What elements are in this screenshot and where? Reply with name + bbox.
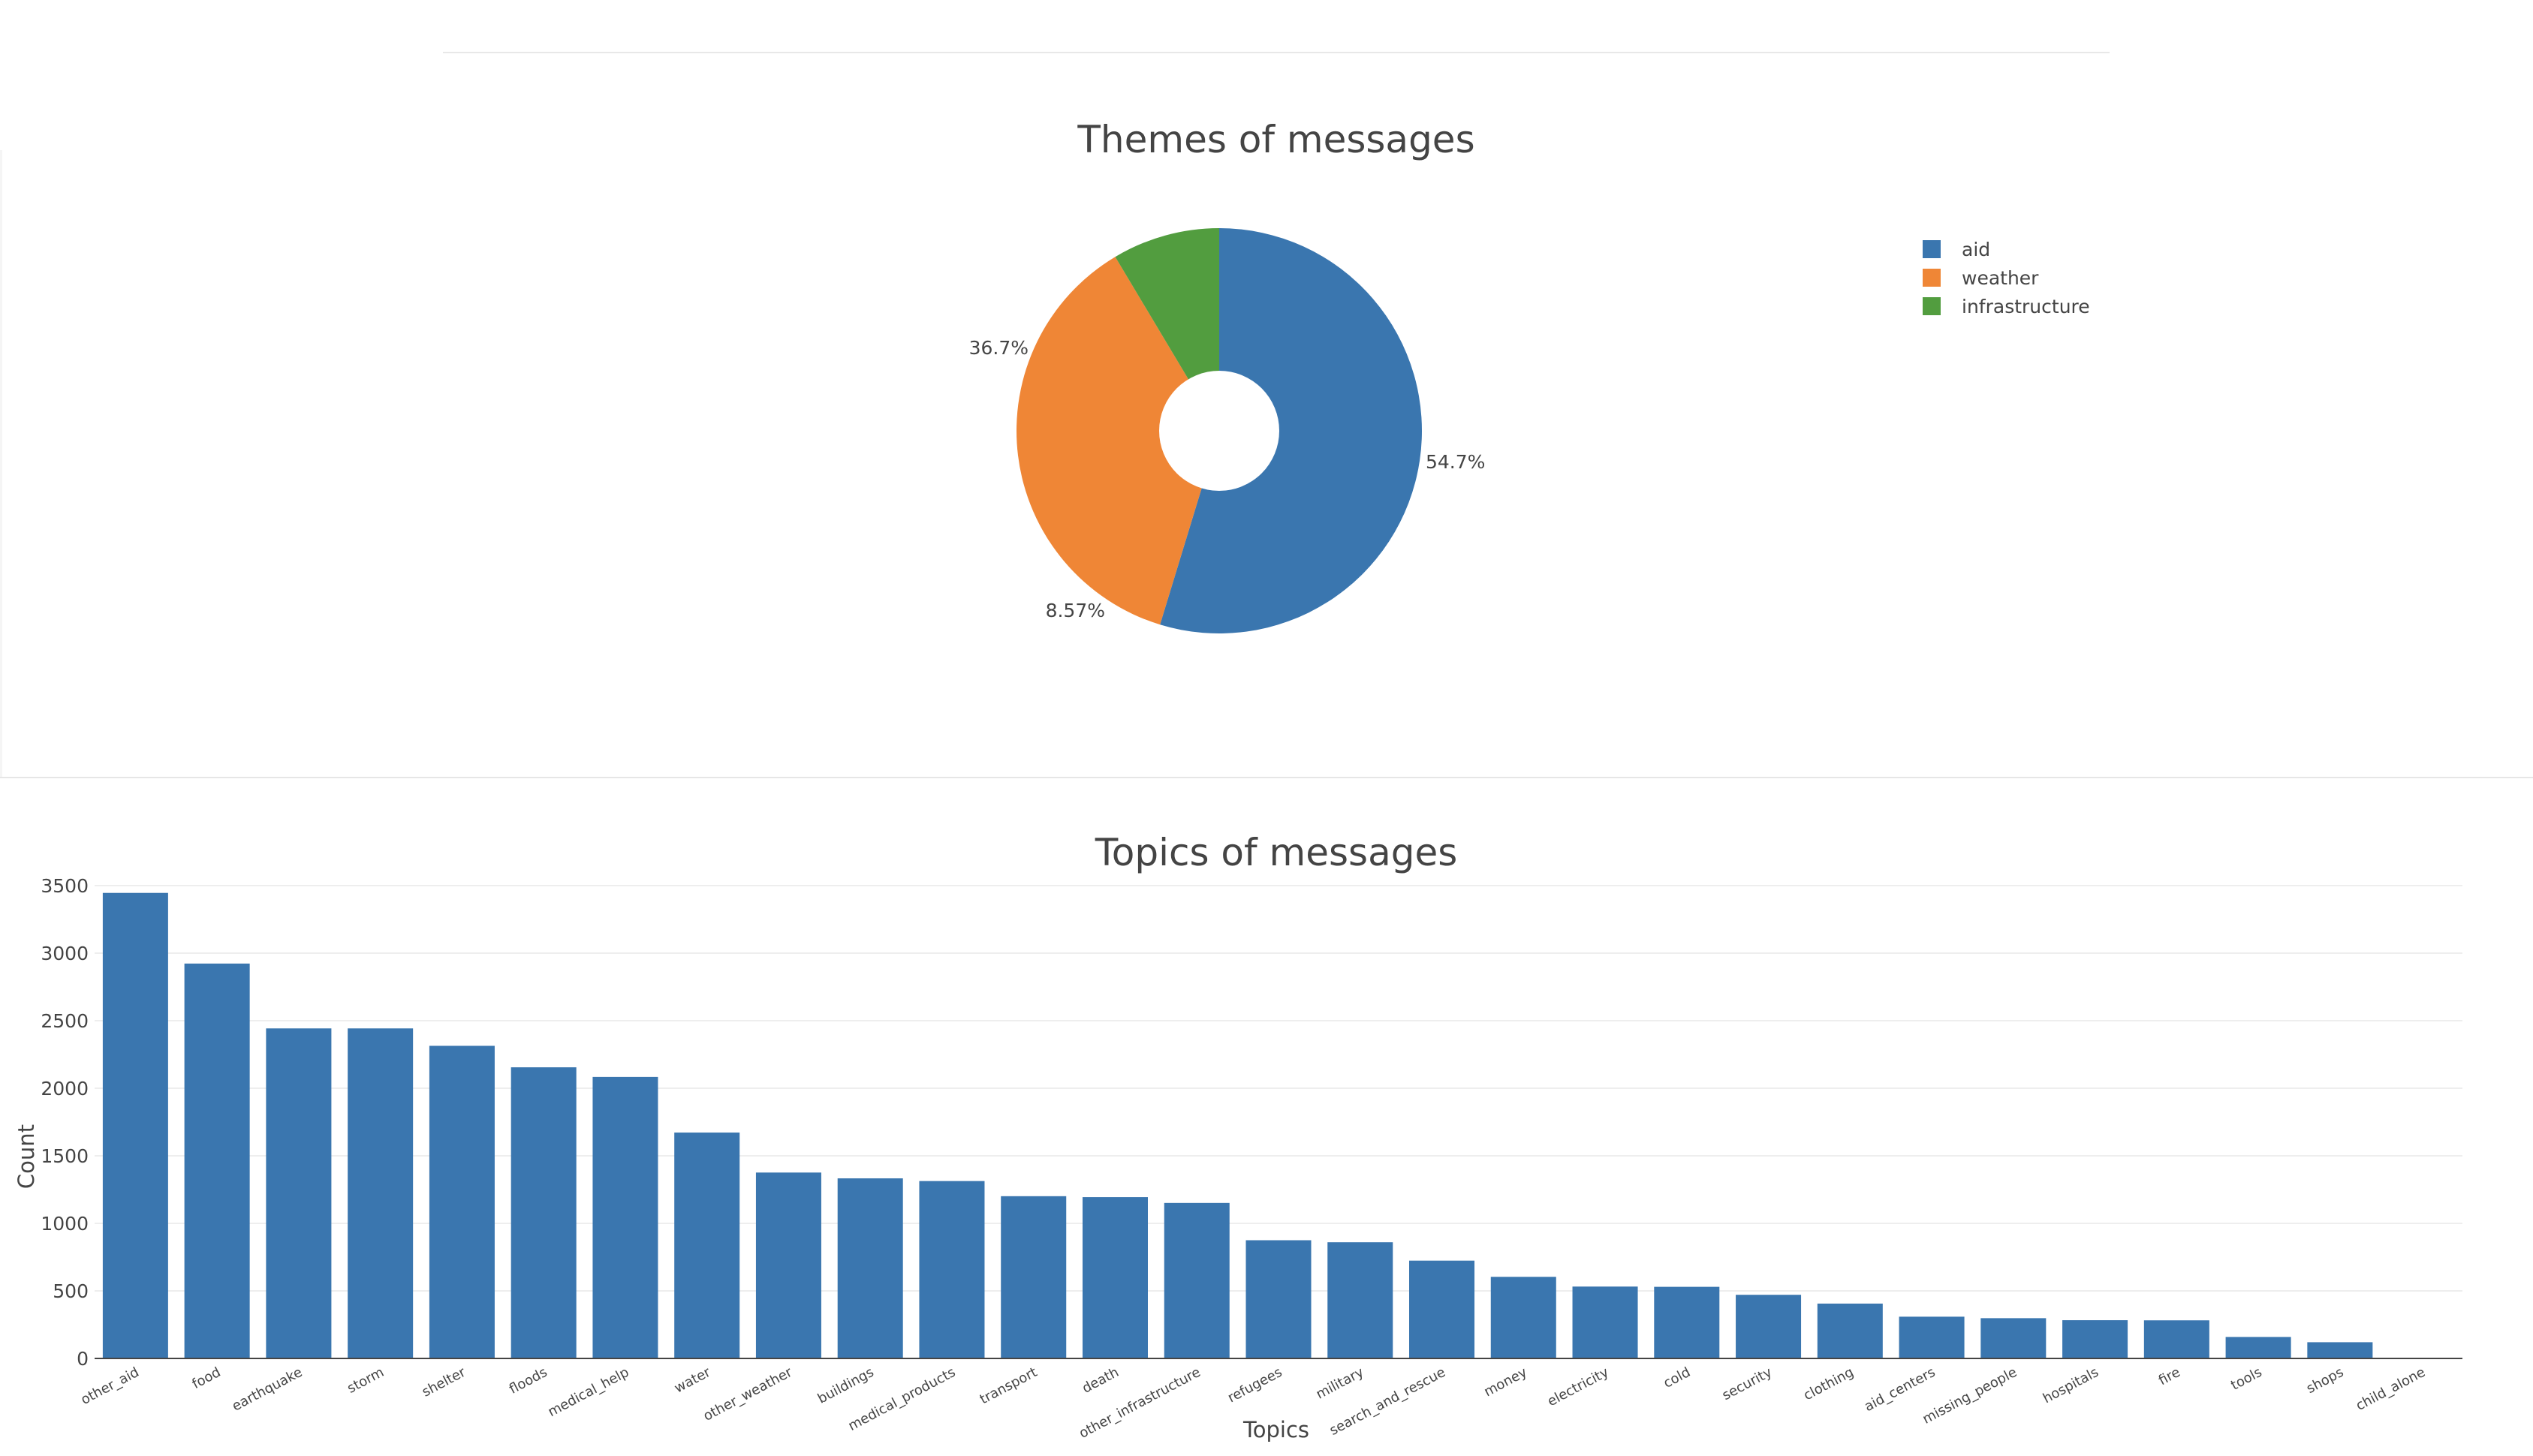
- bar-refugees[interactable]: [1245, 1240, 1312, 1359]
- y-tick-label: 3500: [41, 875, 89, 897]
- pie-legend: aid weather infrastructure: [1923, 239, 2090, 317]
- bar-floods[interactable]: [511, 1067, 577, 1358]
- x-tick-label: death: [1080, 1364, 1122, 1397]
- x-tick-label: tools: [2228, 1364, 2264, 1394]
- x-tick-label: clothing: [1801, 1364, 1857, 1403]
- x-tick-label: shelter: [420, 1364, 468, 1400]
- bar-buildings[interactable]: [837, 1178, 903, 1358]
- pie-hole: [1159, 371, 1279, 491]
- bar-other_infrastructure[interactable]: [1164, 1202, 1230, 1358]
- x-tick-label: storm: [345, 1364, 387, 1397]
- y-tick-labels: 0 500 1000 1500 2000 2500 3000 3500: [41, 875, 89, 1370]
- pie-slice-weather[interactable]: [1017, 257, 1219, 625]
- x-tick-label: child_alone: [2354, 1364, 2428, 1414]
- legend-item-aid[interactable]: aid: [1923, 239, 1990, 260]
- pie-label-infrastructure: 8.57%: [1046, 600, 1105, 621]
- bar-medical_products[interactable]: [919, 1181, 985, 1358]
- x-tick-label: floods: [507, 1364, 550, 1397]
- x-tick-label: refugees: [1225, 1364, 1285, 1406]
- legend-item-infrastructure[interactable]: infrastructure: [1923, 296, 2090, 317]
- bar-chart-title: Topics of messages: [1095, 831, 1458, 874]
- bar-military[interactable]: [1327, 1242, 1393, 1358]
- x-tick-label: other_weather: [701, 1364, 796, 1424]
- x-tick-label: food: [189, 1364, 223, 1392]
- section-divider: [0, 777, 2533, 778]
- x-tick-label: transport: [977, 1364, 1040, 1408]
- left-panel-edge: [0, 150, 2, 777]
- x-tick-label: aid_centers: [1862, 1364, 1938, 1415]
- bar-fire[interactable]: [2143, 1320, 2209, 1358]
- bar-medical_help[interactable]: [592, 1076, 658, 1358]
- bar-shops[interactable]: [2307, 1342, 2373, 1358]
- x-tick-label: electricity: [1545, 1364, 1612, 1410]
- x-tick-label: medical_help: [545, 1364, 631, 1420]
- x-tick-label: military: [1314, 1364, 1367, 1403]
- x-tick-label: money: [1481, 1364, 1530, 1400]
- x-tick-label: other_aid: [78, 1364, 141, 1408]
- bar-cold[interactable]: [1654, 1286, 1720, 1358]
- legend-item-weather[interactable]: weather: [1923, 267, 2039, 289]
- x-tick-label: water: [672, 1364, 714, 1397]
- x-tick-label: cold: [1661, 1364, 1693, 1391]
- pie-slice-aid[interactable]: [1160, 228, 1422, 634]
- bar-death[interactable]: [1082, 1197, 1148, 1358]
- y-tick-label: 2000: [41, 1078, 89, 1100]
- pie-label-aid: 54.7%: [1426, 451, 1485, 473]
- bar-electricity[interactable]: [1572, 1286, 1638, 1358]
- legend-label-infrastructure: infrastructure: [1962, 296, 2090, 317]
- bar-earthquake[interactable]: [266, 1028, 332, 1358]
- x-axis-title: Topics: [1242, 1417, 1309, 1442]
- x-tick-label: earthquake: [230, 1364, 306, 1415]
- top-divider: [443, 52, 2110, 53]
- bar-money[interactable]: [1490, 1277, 1556, 1358]
- bar-missing_people[interactable]: [1980, 1318, 2047, 1358]
- x-tick-label: shops: [2304, 1364, 2346, 1397]
- legend-swatch-aid: [1923, 240, 1941, 258]
- bar-other_weather[interactable]: [755, 1172, 821, 1358]
- y-axis-title: Count: [14, 1124, 39, 1189]
- legend-swatch-infrastructure: [1923, 297, 1941, 315]
- bar-shelter[interactable]: [429, 1045, 495, 1358]
- themes-pie-chart: Themes of messages 54.7% 36.7% 8.57% aid…: [969, 118, 2090, 634]
- bar-food[interactable]: [184, 963, 250, 1358]
- y-tick-label: 2500: [41, 1010, 89, 1032]
- legend-swatch-weather: [1923, 269, 1941, 287]
- bars: [102, 892, 2373, 1359]
- bar-storm[interactable]: [348, 1028, 414, 1358]
- bar-transport[interactable]: [1001, 1196, 1067, 1358]
- topics-bar-chart: Topics of messages 0 500 1000 1500 2000 2500 3…: [14, 831, 2462, 1442]
- x-tick-label: security: [1720, 1364, 1776, 1403]
- legend-label-weather: weather: [1962, 267, 2039, 289]
- x-tick-label: hospitals: [2041, 1364, 2101, 1406]
- bar-clothing[interactable]: [1817, 1303, 1883, 1358]
- bar-aid_centers[interactable]: [1899, 1316, 1965, 1358]
- y-tick-label: 500: [53, 1280, 89, 1302]
- pie-label-weather: 36.7%: [969, 337, 1029, 359]
- y-tick-label: 1500: [41, 1145, 89, 1167]
- y-tick-label: 0: [77, 1348, 89, 1370]
- legend-label-aid: aid: [1962, 239, 1990, 260]
- y-tick-label: 3000: [41, 943, 89, 964]
- bar-water[interactable]: [674, 1133, 740, 1358]
- x-tick-label: fire: [2156, 1364, 2183, 1388]
- bar-tools[interactable]: [2225, 1337, 2291, 1358]
- bar-search_and_rescue[interactable]: [1409, 1260, 1475, 1358]
- pie-chart-title: Themes of messages: [1077, 118, 1474, 161]
- bar-security[interactable]: [1736, 1295, 1802, 1358]
- y-tick-label: 1000: [41, 1213, 89, 1235]
- x-tick-label: buildings: [815, 1364, 877, 1407]
- bar-hospitals[interactable]: [2062, 1320, 2128, 1358]
- bar-other_aid[interactable]: [102, 892, 168, 1358]
